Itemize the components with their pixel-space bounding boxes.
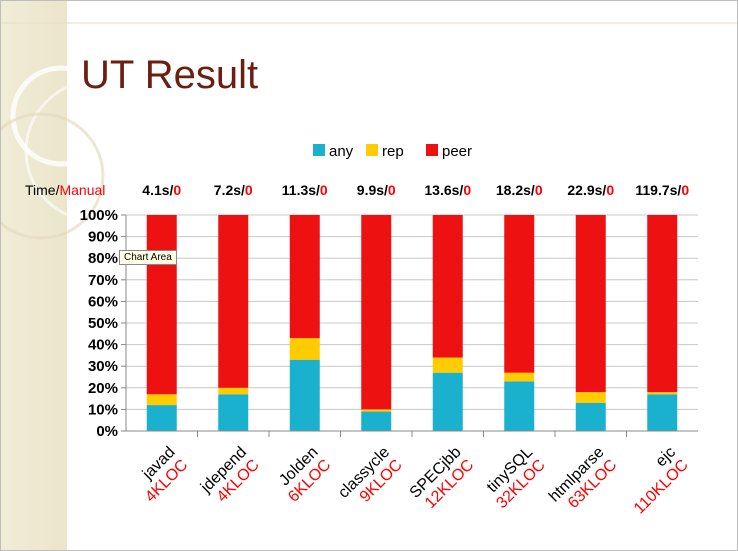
time-label: 18.2s/0 xyxy=(496,182,543,198)
time-label: 11.3s/0 xyxy=(282,182,328,198)
x-tick-label: Jolden6KLOC xyxy=(272,444,334,506)
bar-any xyxy=(647,394,678,431)
bar-rep xyxy=(432,357,463,373)
bar-rep xyxy=(361,409,392,412)
x-tick-label: htmlparse63KLOC xyxy=(546,444,620,518)
y-tick-label: 80% xyxy=(88,250,118,267)
bar-peer xyxy=(146,215,177,395)
legend-label: any xyxy=(329,143,354,160)
time-label: 13.6s/0 xyxy=(424,182,471,198)
bar-peer xyxy=(647,215,678,393)
legend-swatch-rep xyxy=(366,144,378,156)
y-tick-label: 100% xyxy=(80,207,118,224)
bar-rep xyxy=(146,394,177,406)
time-manual-header: Time/Manual xyxy=(25,182,105,198)
bar-rep xyxy=(647,392,678,395)
time-label: 7.2s/0 xyxy=(214,182,253,198)
bar-any xyxy=(289,359,320,431)
y-tick-label: 10% xyxy=(88,401,118,418)
legend-swatch-peer xyxy=(426,144,438,156)
y-tick-label: 70% xyxy=(88,272,118,289)
bar-rep xyxy=(575,392,606,403)
gridlines xyxy=(126,214,698,432)
y-tick-label: 0% xyxy=(96,423,118,440)
x-tick-label: SPECjbb12KLOC xyxy=(407,444,478,515)
x-tick-label: tinySQL32KLOC xyxy=(481,444,549,512)
bar-any xyxy=(575,402,606,431)
bar-rep xyxy=(218,387,249,395)
x-tick-label: classycle9KLOC xyxy=(335,444,406,515)
bar-peer xyxy=(575,215,606,393)
bar-any xyxy=(504,381,535,431)
x-tick-label: jdepend4KLOC xyxy=(197,444,263,510)
x-tick-label: ejc110KLOC xyxy=(618,444,692,518)
time-label: 22.9s/0 xyxy=(567,182,614,198)
bars xyxy=(146,215,678,431)
y-tick-label: 30% xyxy=(88,358,118,375)
bar-peer xyxy=(504,215,535,373)
x-tick-label: javad4KLOC xyxy=(129,444,191,506)
x-axis: javad4KLOC jdepend4KLOC Jolden6KLOC classyc… xyxy=(126,430,698,518)
legend-label: peer xyxy=(442,143,472,160)
slide-title: UT Result xyxy=(81,53,259,97)
y-tick-label: 40% xyxy=(88,337,118,354)
bar-peer xyxy=(432,215,463,358)
decorative-circles xyxy=(1,22,737,240)
legend-label: rep xyxy=(382,143,404,160)
bar-any xyxy=(432,372,463,431)
bar-any xyxy=(218,394,249,431)
y-tick-label: 20% xyxy=(88,380,118,397)
bar-rep xyxy=(504,372,535,382)
y-tick-label: 90% xyxy=(88,229,118,246)
y-axis: 0% 10% 20% 30% 40% 50% 60% 70% 80% 90% 100% xyxy=(80,207,127,440)
legend: any rep peer xyxy=(313,143,472,160)
bar-peer xyxy=(361,215,392,410)
time-label: 4.1s/0 xyxy=(142,182,181,198)
y-tick-label: 60% xyxy=(88,293,118,310)
chart-area-tooltip: Chart Area xyxy=(119,250,177,265)
legend-swatch-any xyxy=(313,144,325,156)
bar-peer xyxy=(289,215,320,339)
bar-any xyxy=(146,405,177,431)
y-tick-label: 50% xyxy=(88,315,118,332)
bar-any xyxy=(361,411,392,431)
time-label: 9.9s/0 xyxy=(357,182,396,198)
bar-peer xyxy=(218,215,249,388)
time-label: 119.7s/0 xyxy=(635,182,689,198)
time-row: 4.1s/0 7.2s/0 11.3s/0 9.9s/0 13.6s/0 18.2s/0 2… xyxy=(25,182,689,198)
bar-rep xyxy=(289,338,320,360)
